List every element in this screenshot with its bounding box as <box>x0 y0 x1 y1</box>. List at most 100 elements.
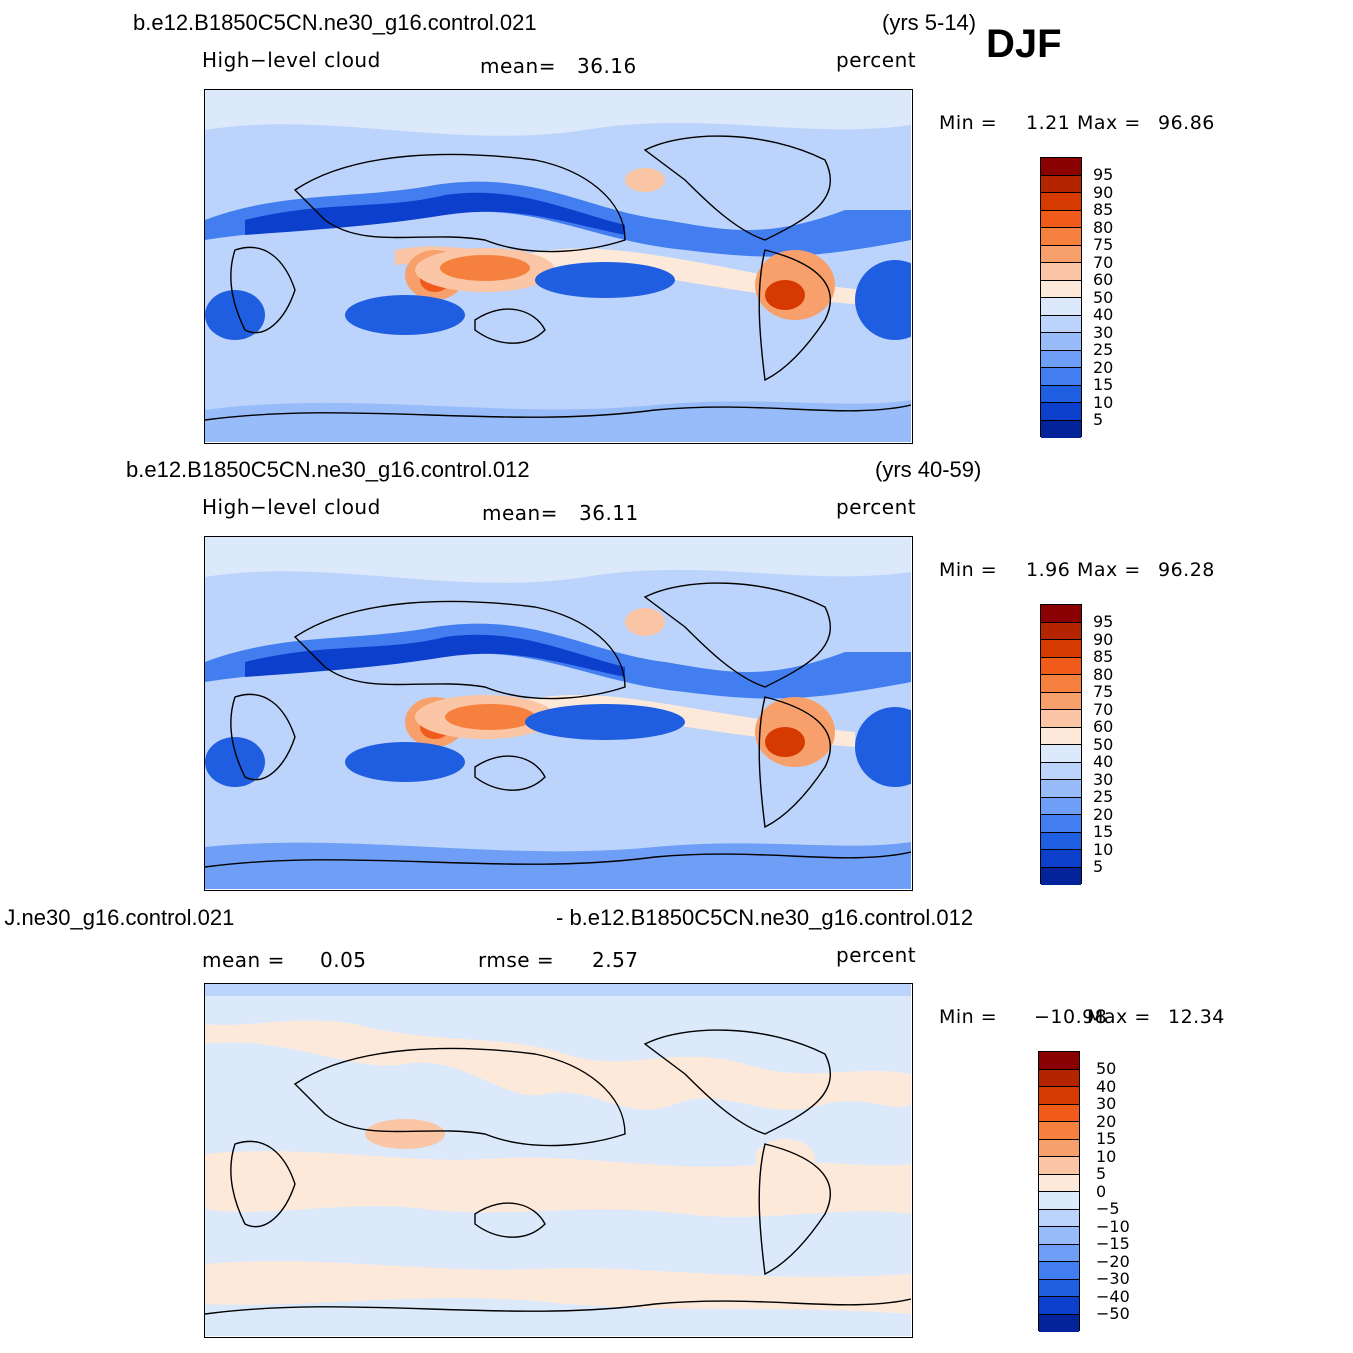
colorbar-swatch <box>1041 385 1081 403</box>
colorbar-swatch <box>1039 1174 1079 1192</box>
colorbar-swatch <box>1039 1209 1079 1227</box>
variable-label: High−level cloud <box>202 495 381 519</box>
mean-value: 36.16 <box>577 54 637 78</box>
colorbar-tick-label: −15 <box>1096 1234 1130 1253</box>
colorbar-tick-label: 40 <box>1093 305 1114 324</box>
colorbar-tick-label: 70 <box>1093 252 1114 272</box>
max-value: 96.28 <box>1158 559 1215 581</box>
colorbar-tick-label: 80 <box>1093 664 1114 684</box>
mean-label: mean= <box>480 54 556 78</box>
colorbar-tick-label: 75 <box>1093 235 1114 254</box>
colorbar-swatch <box>1039 1139 1079 1157</box>
colorbar-swatch <box>1041 640 1081 658</box>
colorbar-swatch <box>1041 745 1081 763</box>
season-label: DJF <box>986 22 1062 66</box>
colorbar-swatch <box>1041 175 1081 193</box>
colorbar-swatch <box>1039 1314 1079 1332</box>
colorbar-swatch <box>1041 675 1081 693</box>
colorbar-tick-label: 5 <box>1093 857 1104 876</box>
units-label: percent <box>836 48 917 72</box>
colorbar-swatch <box>1041 158 1081 176</box>
colorbar-swatch <box>1041 780 1081 798</box>
colorbar-swatch <box>1041 280 1081 298</box>
colorbar-swatch <box>1039 1122 1079 1140</box>
cloud-map <box>204 536 913 891</box>
colorbar-swatch <box>1039 1157 1079 1175</box>
colorbar-tick-label: 40 <box>1096 1076 1117 1096</box>
colorbar-swatch <box>1041 193 1081 211</box>
colorbar <box>1038 1051 1080 1332</box>
colorbar-swatch <box>1039 1262 1079 1280</box>
colorbar-swatch <box>1041 333 1081 351</box>
units-label: percent <box>836 943 917 967</box>
colorbar-tick-label: 50 <box>1096 1059 1117 1078</box>
colorbar-swatch <box>1041 228 1081 246</box>
colorbar-tick-label: 85 <box>1093 200 1114 219</box>
colorbar-tick-label: −10 <box>1096 1216 1130 1236</box>
map-field <box>205 90 911 442</box>
mean-value: 0.05 <box>320 948 367 972</box>
colorbar-tick-label: −50 <box>1096 1304 1130 1323</box>
colorbar-tick-label: 50 <box>1093 734 1114 754</box>
case-name-left: b.e12.B1850C5CN.ne30_g16.control.012 <box>126 457 530 482</box>
max-label: Max = <box>1077 112 1141 134</box>
rmse-value: 2.57 <box>592 948 639 972</box>
min-label: Min = <box>939 112 998 134</box>
colorbar-tick-label: 20 <box>1093 357 1114 377</box>
max-value: 12.34 <box>1168 1006 1225 1028</box>
colorbar-swatch <box>1041 727 1081 745</box>
colorbar-tick-label: 95 <box>1093 612 1114 631</box>
colorbar-tick-label: 80 <box>1093 217 1114 237</box>
colorbar-tick-label: 25 <box>1093 340 1114 359</box>
cloud-map <box>204 89 913 444</box>
colorbar-swatch <box>1041 315 1081 333</box>
years-label: (yrs 5-14) <box>882 10 977 35</box>
colorbar-tick-label: 85 <box>1093 647 1114 666</box>
colorbar-swatch <box>1039 1192 1079 1210</box>
colorbar-swatch <box>1041 832 1081 850</box>
max-value: 96.86 <box>1158 112 1215 134</box>
colorbar-swatch <box>1041 850 1081 868</box>
colorbar-swatch <box>1039 1104 1079 1122</box>
colorbar-swatch <box>1041 710 1081 728</box>
colorbar-tick-label: 10 <box>1093 392 1114 412</box>
colorbar-tick-label: 0 <box>1096 1181 1107 1201</box>
colorbar-tick-label: −40 <box>1096 1286 1130 1306</box>
colorbar-swatch <box>1039 1244 1079 1262</box>
colorbar-tick-label: 90 <box>1093 182 1114 202</box>
colorbar-tick-label: 15 <box>1093 375 1114 394</box>
colorbar-tick-label: 10 <box>1096 1146 1117 1166</box>
mean-label: mean= <box>482 501 558 525</box>
max-label: Max = <box>1077 559 1141 581</box>
colorbar-tick-label: −30 <box>1096 1269 1130 1288</box>
colorbar-tick-label: 15 <box>1093 822 1114 841</box>
colorbar-swatch <box>1039 1297 1079 1315</box>
colorbar-swatch <box>1041 245 1081 263</box>
min-value: 1.21 <box>1026 112 1071 134</box>
min-label: Min = <box>939 559 998 581</box>
colorbar-tick-label: 90 <box>1093 629 1114 649</box>
colorbar-swatch <box>1041 797 1081 815</box>
case-name-left: b.e12.B1850C5CN.ne30_g16.control.021 <box>133 10 537 35</box>
colorbar-tick-label: 50 <box>1093 287 1114 307</box>
colorbar <box>1040 604 1082 885</box>
colorbar-tick-label: 10 <box>1093 839 1114 859</box>
colorbar-tick-label: 70 <box>1093 699 1114 719</box>
colorbar-tick-label: 60 <box>1093 270 1114 289</box>
colorbar-tick-label: 25 <box>1093 787 1114 806</box>
units-label: percent <box>836 495 917 519</box>
colorbar-swatch <box>1039 1279 1079 1297</box>
mean-label: mean = <box>202 948 285 972</box>
colorbar-tick-label: 95 <box>1093 165 1114 184</box>
variable-label: High−level cloud <box>202 48 381 72</box>
rmse-label: rmse = <box>478 948 555 972</box>
colorbar-tick-label: 20 <box>1096 1111 1117 1131</box>
colorbar-swatch <box>1041 350 1081 368</box>
colorbar-swatch <box>1041 867 1081 885</box>
colorbar-swatch <box>1041 605 1081 623</box>
colorbar-swatch <box>1041 420 1081 438</box>
colorbar-swatch <box>1041 622 1081 640</box>
colorbar-tick-label: 30 <box>1093 322 1114 342</box>
difference-map <box>204 983 913 1338</box>
colorbar-tick-label: 30 <box>1096 1094 1117 1113</box>
